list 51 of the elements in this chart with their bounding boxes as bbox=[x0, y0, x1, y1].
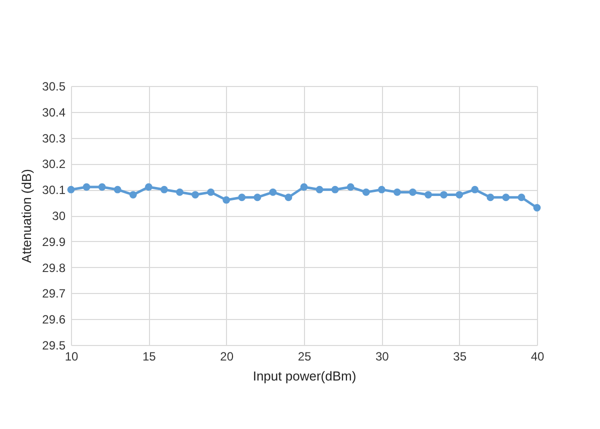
x-tick-label: 30 bbox=[375, 350, 390, 364]
y-tick-label: 30.4 bbox=[42, 105, 66, 120]
point bbox=[456, 191, 464, 198]
point bbox=[144, 183, 152, 191]
point bbox=[518, 194, 526, 202]
point bbox=[238, 194, 246, 202]
point bbox=[316, 186, 324, 194]
point bbox=[269, 188, 277, 196]
x-tick-label: 15 bbox=[142, 350, 156, 364]
point bbox=[176, 188, 184, 196]
x-tick-label: 10 bbox=[64, 350, 78, 364]
y-tick-label: 29.6 bbox=[42, 312, 66, 327]
point bbox=[129, 191, 137, 198]
point bbox=[346, 183, 354, 191]
point bbox=[207, 188, 215, 196]
point bbox=[502, 194, 510, 202]
point bbox=[424, 191, 432, 198]
y-tick-label: 30.2 bbox=[42, 157, 66, 172]
x-tick-label: 35 bbox=[453, 350, 467, 364]
point bbox=[533, 204, 541, 212]
y-tick-label: 30 bbox=[52, 209, 66, 223]
point bbox=[378, 186, 386, 194]
point bbox=[222, 196, 230, 204]
point bbox=[160, 186, 168, 194]
point bbox=[82, 183, 90, 191]
y-tick-label: 30.1 bbox=[42, 183, 66, 198]
point bbox=[440, 191, 448, 198]
point bbox=[471, 186, 479, 194]
point bbox=[254, 194, 262, 202]
y-tick-label: 29.7 bbox=[42, 286, 66, 301]
point bbox=[409, 188, 416, 196]
point bbox=[362, 188, 370, 196]
y-tick-label: 30.5 bbox=[42, 80, 66, 94]
point bbox=[67, 186, 75, 194]
y-axis-title: Attenuation (dB) bbox=[19, 169, 34, 263]
point bbox=[114, 186, 122, 194]
x-axis-title: Input power(dBm) bbox=[252, 368, 356, 384]
point bbox=[98, 183, 106, 191]
point bbox=[192, 191, 199, 198]
x-tick-label: 25 bbox=[298, 350, 312, 364]
point bbox=[393, 188, 401, 196]
point bbox=[331, 186, 339, 194]
point bbox=[300, 183, 308, 191]
y-tick-label: 29.9 bbox=[42, 234, 66, 249]
x-tick-label: 40 bbox=[530, 350, 544, 364]
y-tick-label: 29.8 bbox=[42, 260, 66, 275]
y-tick-label: 29.5 bbox=[42, 338, 66, 352]
point bbox=[486, 194, 494, 202]
y-tick-label: 30.3 bbox=[42, 131, 66, 146]
point bbox=[284, 194, 292, 202]
x-tick-label: 20 bbox=[220, 350, 234, 364]
